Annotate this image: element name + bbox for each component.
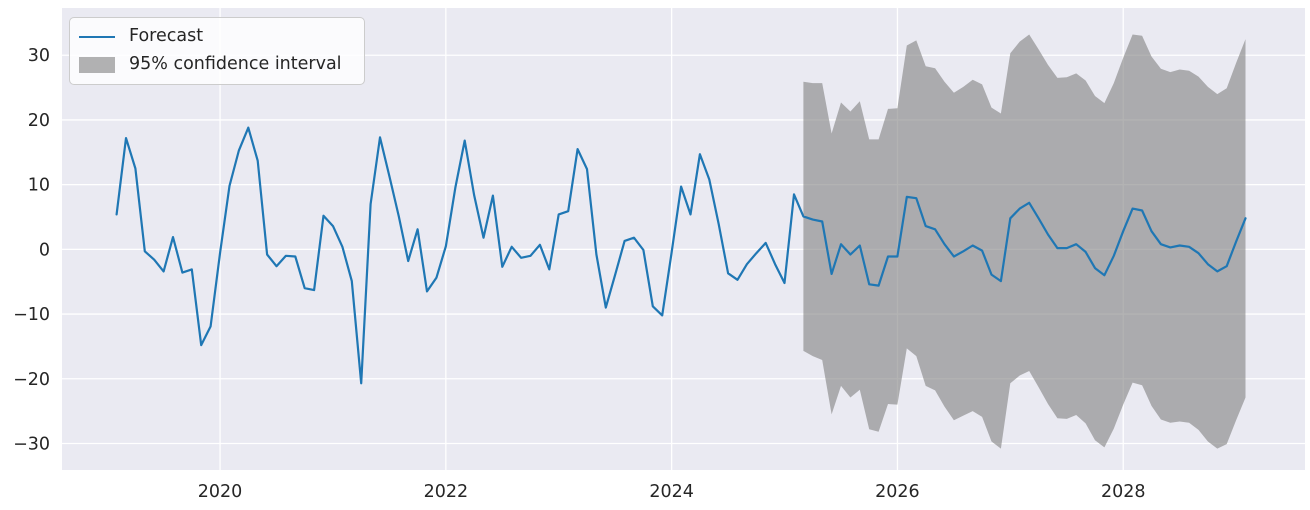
- legend: Forecast 95% confidence interval: [69, 17, 365, 85]
- legend-item-forecast: Forecast: [79, 25, 352, 49]
- y-tick-label: −30: [13, 434, 50, 454]
- x-tick-label: 2020: [198, 482, 243, 502]
- x-tick-label: 2022: [424, 482, 469, 502]
- y-tick-label: 20: [28, 111, 50, 131]
- x-tick-label: 2024: [649, 482, 694, 502]
- x-tick-label: 2028: [1101, 482, 1146, 502]
- forecast-line: [115, 126, 1247, 385]
- confidence-band: [803, 34, 1246, 449]
- legend-item-confidence-interval: 95% confidence interval: [79, 53, 352, 77]
- y-tick-label: 10: [28, 176, 50, 196]
- x-tick-label: 2026: [875, 482, 920, 502]
- legend-label-forecast: Forecast: [129, 26, 204, 47]
- y-tick-label: 0: [39, 240, 50, 260]
- forecast-line-swatch-icon: [79, 36, 115, 38]
- y-tick-label: −10: [13, 305, 50, 325]
- ci-patch-swatch-icon: [79, 57, 115, 73]
- legend-label-confidence-interval: 95% confidence interval: [129, 54, 342, 75]
- y-tick-label: 30: [28, 46, 50, 66]
- y-tick-label: −20: [13, 370, 50, 390]
